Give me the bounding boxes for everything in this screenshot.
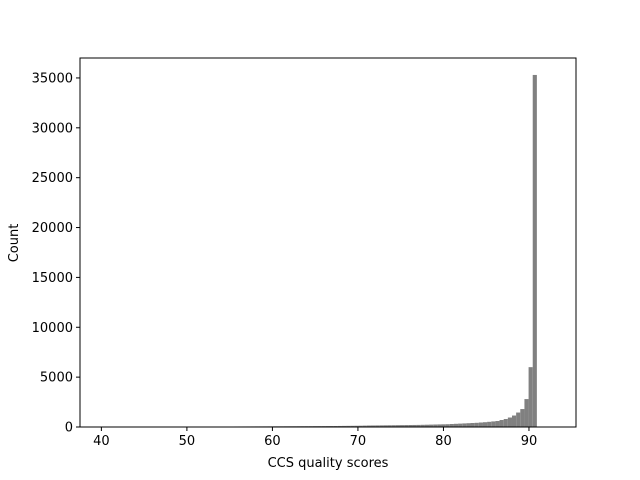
histogram-bar <box>532 74 537 428</box>
y-tick-label: 15000 <box>32 271 73 286</box>
x-tick-label: 50 <box>179 434 196 449</box>
histogram-bar <box>449 424 454 427</box>
histogram-bar <box>362 425 367 427</box>
histogram-bar <box>491 421 496 427</box>
histogram-bar <box>366 425 371 427</box>
histogram-bar <box>528 367 533 427</box>
histogram-bar <box>520 409 525 427</box>
histogram-bar <box>404 425 409 427</box>
y-tick-label: 10000 <box>32 321 73 336</box>
histogram-bar <box>341 425 347 427</box>
histogram-bar <box>350 425 355 427</box>
x-tick-label: 40 <box>93 434 110 449</box>
histogram-bar <box>379 425 384 427</box>
histogram-bar <box>424 424 430 427</box>
histogram-bar <box>370 425 376 427</box>
y-tick-label: 20000 <box>32 221 73 236</box>
histogram-bar <box>420 424 425 427</box>
histogram-bar <box>453 423 459 427</box>
x-tick-label: 60 <box>264 434 281 449</box>
histogram-bar <box>466 423 471 427</box>
histogram-bar <box>391 425 396 427</box>
histogram-bar <box>337 425 342 427</box>
histogram-bar <box>412 424 417 427</box>
histogram-bar <box>462 423 467 427</box>
histogram-bar <box>400 425 405 427</box>
histogram-bar <box>437 424 442 427</box>
x-tick-label: 90 <box>521 434 538 449</box>
y-tick-label: 5000 <box>40 371 73 386</box>
histogram-bars <box>138 74 537 428</box>
histogram-bar <box>482 422 488 427</box>
histogram-bar <box>470 423 475 427</box>
histogram-bar <box>416 424 421 427</box>
y-axis-ticks: 0 5000 10000 15000 20000 25000 30000 35000 <box>32 71 80 436</box>
x-axis-ticks: 40 50 60 70 80 90 <box>93 427 537 449</box>
x-tick-label: 80 <box>435 434 452 449</box>
histogram-bar <box>487 421 492 427</box>
y-tick-label: 35000 <box>32 71 73 86</box>
histogram-bar <box>408 425 413 427</box>
plot-frame <box>79 57 577 428</box>
histogram-bar <box>524 399 529 427</box>
y-axis-label: Count <box>7 224 22 263</box>
y-tick-label: 0 <box>65 421 73 436</box>
histogram-bar <box>441 424 446 427</box>
histogram-bar <box>478 422 483 427</box>
histogram-bar <box>387 425 392 427</box>
histogram-bar <box>383 425 388 427</box>
histogram-bar <box>503 419 508 427</box>
histogram-bar <box>375 425 380 427</box>
histogram-bar <box>495 421 500 427</box>
y-tick-label: 30000 <box>32 121 73 136</box>
histogram-bar <box>429 424 434 427</box>
histogram-bar <box>445 424 450 427</box>
histogram-bar <box>354 425 359 427</box>
histogram-bar <box>395 425 401 427</box>
histogram-bar <box>433 424 438 427</box>
x-tick-label: 70 <box>350 434 367 449</box>
histogram-bar <box>458 423 463 427</box>
histogram-bar <box>516 412 521 427</box>
histogram-bar <box>358 425 363 427</box>
histogram-bar <box>507 417 512 427</box>
histogram-bar <box>346 425 351 427</box>
histogram-bar <box>474 422 479 427</box>
y-tick-label: 25000 <box>32 171 73 186</box>
histogram-bar <box>499 420 504 427</box>
x-axis-label: CCS quality scores <box>268 456 389 471</box>
histogram-bar <box>511 415 517 427</box>
